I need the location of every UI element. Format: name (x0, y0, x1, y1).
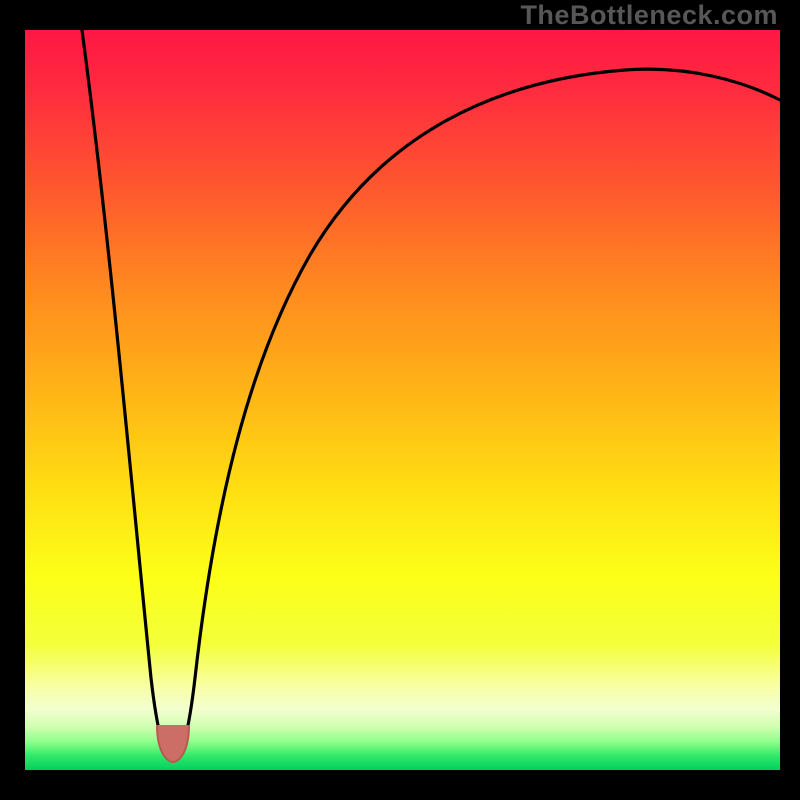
bottleneck-curve (82, 30, 780, 758)
optimum-marker (157, 725, 189, 762)
watermark-text: TheBottleneck.com (520, 0, 778, 30)
chart-frame: TheBottleneck.com (0, 0, 800, 800)
curve-layer (25, 30, 780, 770)
